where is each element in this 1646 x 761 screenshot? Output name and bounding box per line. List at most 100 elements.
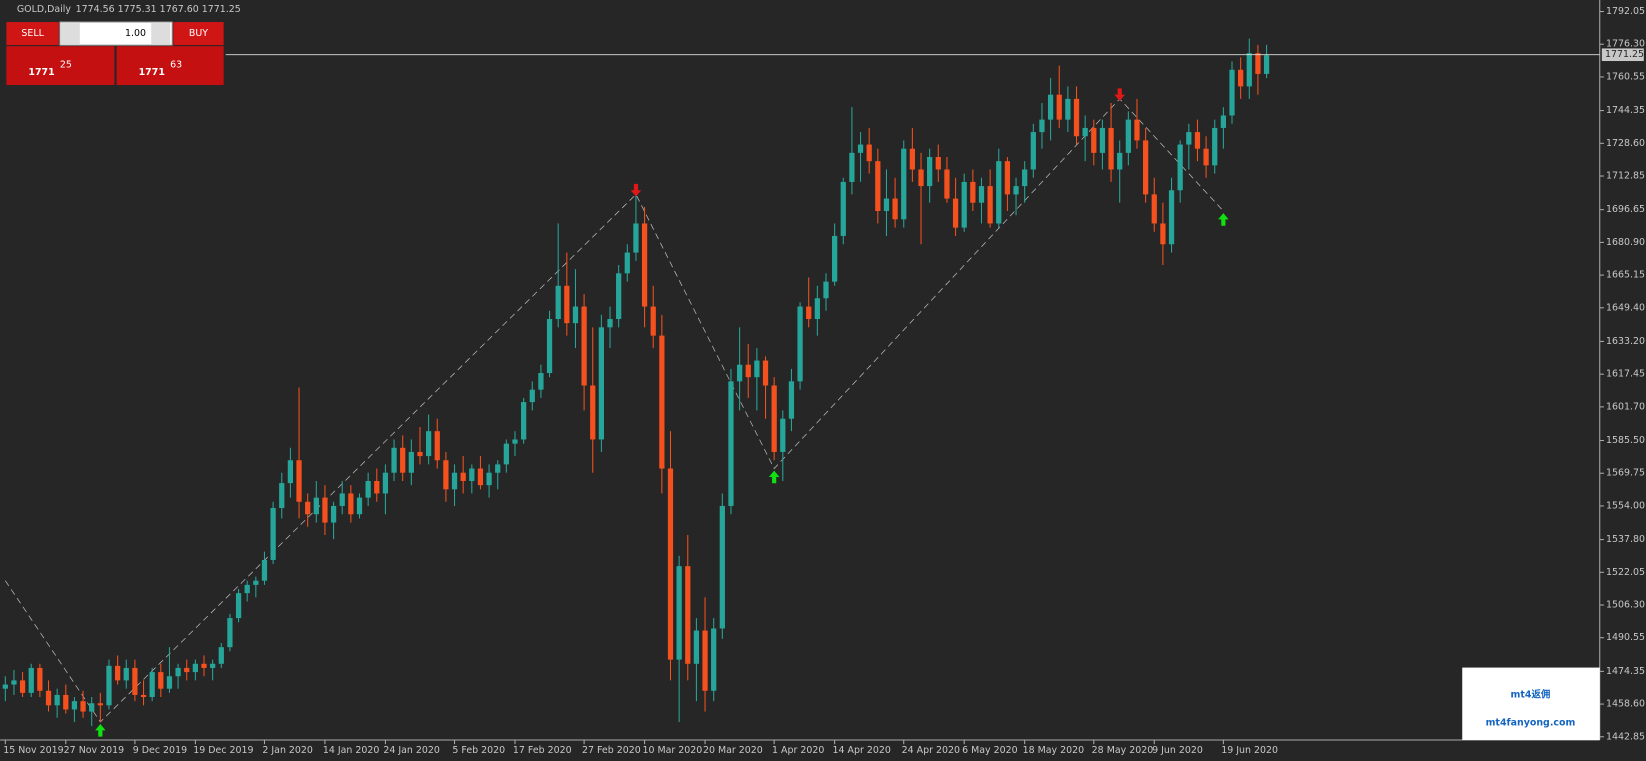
candle-body <box>140 694 147 698</box>
candle-body <box>97 703 103 706</box>
y-tick-label: 1569.75 <box>1606 468 1645 479</box>
candle-body <box>693 630 700 664</box>
y-tick-label: 1617.45 <box>1606 369 1645 380</box>
x-tick-label: 18 May 2020 <box>1023 745 1085 756</box>
candle-body <box>330 505 337 523</box>
sell-arrow <box>630 183 642 197</box>
bid-box[interactable] <box>6 46 115 86</box>
candle-body <box>1056 94 1062 120</box>
candle-body <box>313 497 319 515</box>
candle-body <box>1177 144 1183 191</box>
candle-body <box>235 593 242 619</box>
sell-button[interactable] <box>6 22 59 46</box>
x-tick-label: 10 Mar 2020 <box>642 745 702 756</box>
candle-body <box>1082 127 1088 137</box>
candle-body <box>19 680 26 693</box>
candle-body <box>201 663 207 668</box>
candle-body <box>106 665 112 706</box>
candle-body <box>1238 69 1244 87</box>
candle-body <box>45 690 52 706</box>
lot-input[interactable] <box>59 21 173 46</box>
candle-body <box>356 497 363 515</box>
candle-body <box>305 501 311 515</box>
candle-body <box>1142 140 1149 195</box>
candle-body <box>909 148 916 170</box>
candle-body <box>927 157 933 187</box>
candle-body <box>1160 223 1166 245</box>
candle-body <box>659 335 665 469</box>
candle-body <box>1229 69 1235 116</box>
candle-body <box>149 672 155 698</box>
x-tick-label: 14 Jan 2020 <box>323 745 380 756</box>
candle-body <box>572 306 579 324</box>
candle-body <box>728 381 734 506</box>
candle-body <box>270 508 276 560</box>
candle-body <box>952 198 959 228</box>
candle-body <box>944 169 950 199</box>
lot-value: 1.00 <box>125 28 146 39</box>
candle-body <box>443 460 449 490</box>
candle-body <box>814 298 820 320</box>
y-tick-label: 1680.90 <box>1606 237 1645 248</box>
y-tick-label: 1696.65 <box>1606 204 1645 215</box>
candle-body <box>417 451 423 457</box>
buy-button[interactable] <box>173 22 224 46</box>
candle-body <box>918 169 924 187</box>
watermark-url: mt4fanyong.com <box>1486 718 1576 729</box>
candle-body <box>400 447 406 473</box>
candle-body <box>1194 132 1201 149</box>
candle-body <box>261 559 268 581</box>
candle-body <box>762 360 769 386</box>
candle-body <box>711 628 717 691</box>
y-tick-label: 1712.85 <box>1606 171 1645 182</box>
watermark-brand: mt4返佣 <box>1511 688 1551 700</box>
x-tick-label: 14 Apr 2020 <box>833 745 891 756</box>
candle-body <box>1022 169 1028 187</box>
candle-body <box>961 181 967 228</box>
candle-body <box>624 252 630 274</box>
candle-body <box>857 144 864 153</box>
candle-body <box>823 281 829 299</box>
y-tick-label: 1537.80 <box>1606 534 1645 545</box>
lot-down[interactable] <box>60 23 80 45</box>
candle-body <box>166 676 173 689</box>
candle-body <box>840 181 846 236</box>
lot-up[interactable] <box>151 23 171 45</box>
y-tick-label: 1649.40 <box>1606 302 1645 313</box>
candle-body <box>1099 127 1106 153</box>
candle-body <box>590 385 596 440</box>
candle-body <box>348 493 354 515</box>
x-tick-label: 15 Nov 2019 <box>3 745 63 756</box>
x-tick-label: 2 Jan 2020 <box>262 745 313 756</box>
x-tick-label: 20 Mar 2020 <box>703 745 763 756</box>
x-tick-label: 28 May 2020 <box>1092 745 1154 756</box>
price-label-box <box>1601 48 1644 62</box>
y-tick-label: 1792.05 <box>1606 6 1645 17</box>
candle-body <box>37 667 43 691</box>
candle-body <box>771 385 777 452</box>
y-tick-label: 1442.85 <box>1606 731 1645 742</box>
candle-body <box>495 464 501 473</box>
candle-body <box>63 694 69 710</box>
candle-body <box>158 672 164 689</box>
candle-body <box>978 186 985 203</box>
candle-body <box>1108 127 1114 170</box>
candle-body <box>425 431 432 457</box>
candle-body <box>71 701 78 710</box>
zigzag-line <box>5 98 1224 723</box>
y-tick-label: 1776.30 <box>1606 39 1645 50</box>
y-tick-label: 1474.35 <box>1606 666 1645 677</box>
ask-box[interactable] <box>116 46 224 86</box>
ask-small: 63 <box>170 60 182 71</box>
candle-body <box>227 618 233 648</box>
candle-body <box>702 630 708 691</box>
candle-body <box>28 667 34 693</box>
x-tick-label: 9 Jun 2020 <box>1152 745 1203 756</box>
candle-body <box>1125 119 1131 153</box>
candle-body <box>1186 132 1192 145</box>
candle-body <box>1117 152 1123 170</box>
candle-body <box>1212 127 1218 166</box>
buy-arrow <box>1218 213 1229 226</box>
candle-body <box>667 468 674 660</box>
